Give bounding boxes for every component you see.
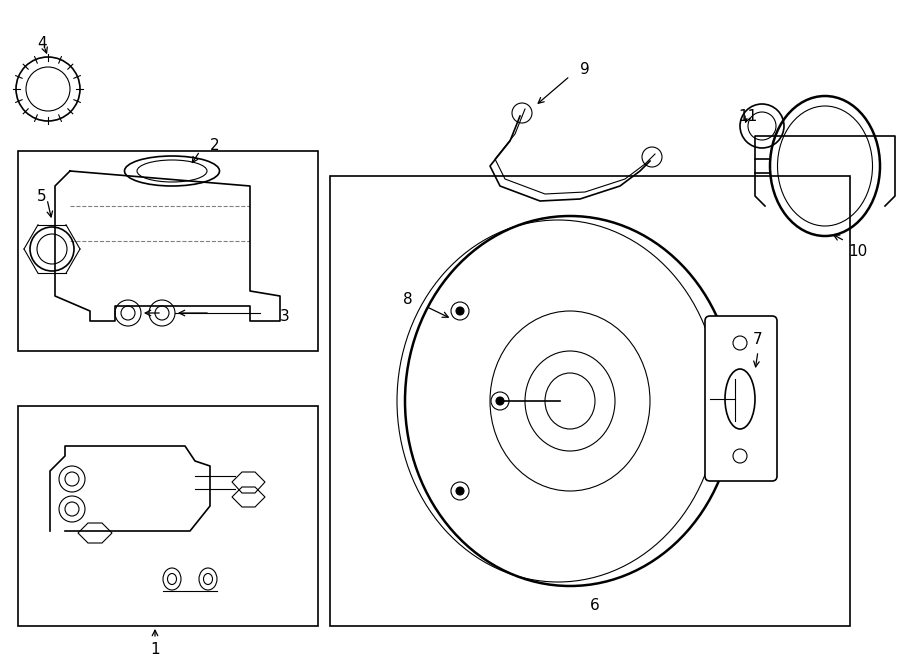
Text: 7: 7: [753, 332, 763, 346]
Bar: [330, 176, 850, 626]
Text: 3: 3: [280, 309, 290, 323]
Text: 2: 2: [211, 139, 220, 153]
Circle shape: [456, 307, 464, 315]
Text: 11: 11: [738, 108, 757, 124]
Bar: [18, 151, 318, 351]
Text: 1: 1: [150, 641, 160, 656]
Text: 4: 4: [37, 36, 47, 50]
Circle shape: [496, 397, 504, 405]
FancyBboxPatch shape: [705, 316, 777, 481]
Text: 10: 10: [849, 243, 868, 258]
Bar: [18, 406, 318, 626]
Circle shape: [456, 487, 464, 495]
Text: 9: 9: [580, 61, 590, 77]
Text: 5: 5: [37, 188, 47, 204]
Text: 8: 8: [403, 292, 413, 307]
Text: 6: 6: [590, 598, 600, 613]
